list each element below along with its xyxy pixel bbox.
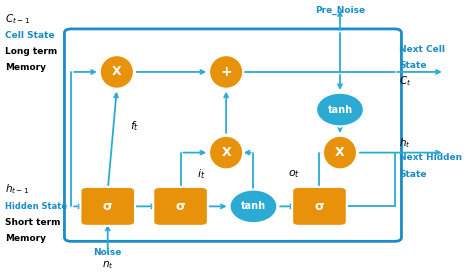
Text: Long term: Long term	[5, 47, 57, 56]
Text: tanh: tanh	[241, 201, 266, 211]
Text: σ: σ	[315, 200, 324, 213]
Ellipse shape	[316, 93, 364, 126]
Text: Short term: Short term	[5, 218, 61, 227]
Text: $C_t$: $C_t$	[399, 75, 411, 88]
Text: tanh: tanh	[328, 105, 353, 115]
Text: $n_t$: $n_t$	[102, 260, 114, 271]
Text: Pre_Noise: Pre_Noise	[315, 5, 365, 15]
Text: $h_t$: $h_t$	[399, 136, 411, 150]
Text: Next Hidden: Next Hidden	[399, 153, 462, 162]
Text: Hidden State: Hidden State	[5, 202, 67, 211]
Text: $f_t$: $f_t$	[130, 119, 140, 133]
Text: σ: σ	[176, 200, 185, 213]
Text: X: X	[112, 66, 122, 78]
Text: State: State	[399, 61, 427, 70]
Text: X: X	[221, 146, 231, 159]
Text: $C_{t-1}$: $C_{t-1}$	[5, 13, 30, 26]
FancyBboxPatch shape	[64, 29, 401, 241]
Text: Memory: Memory	[5, 63, 46, 72]
Ellipse shape	[229, 189, 277, 223]
Ellipse shape	[100, 55, 134, 89]
FancyBboxPatch shape	[81, 187, 135, 226]
Ellipse shape	[209, 136, 243, 170]
Text: $o_t$: $o_t$	[288, 168, 301, 180]
Text: Memory: Memory	[5, 234, 46, 243]
Text: Noise: Noise	[93, 248, 122, 257]
Ellipse shape	[209, 55, 243, 89]
Text: State: State	[399, 170, 427, 179]
Ellipse shape	[323, 136, 357, 170]
Text: Next Cell: Next Cell	[399, 44, 445, 54]
Text: +: +	[220, 65, 232, 79]
Text: X: X	[335, 146, 345, 159]
Text: Cell State: Cell State	[5, 31, 55, 40]
FancyBboxPatch shape	[292, 187, 347, 226]
Text: σ: σ	[103, 200, 113, 213]
Text: $h_{t-1}$: $h_{t-1}$	[5, 182, 29, 196]
FancyBboxPatch shape	[153, 187, 208, 226]
Text: $i_t$: $i_t$	[197, 167, 205, 181]
